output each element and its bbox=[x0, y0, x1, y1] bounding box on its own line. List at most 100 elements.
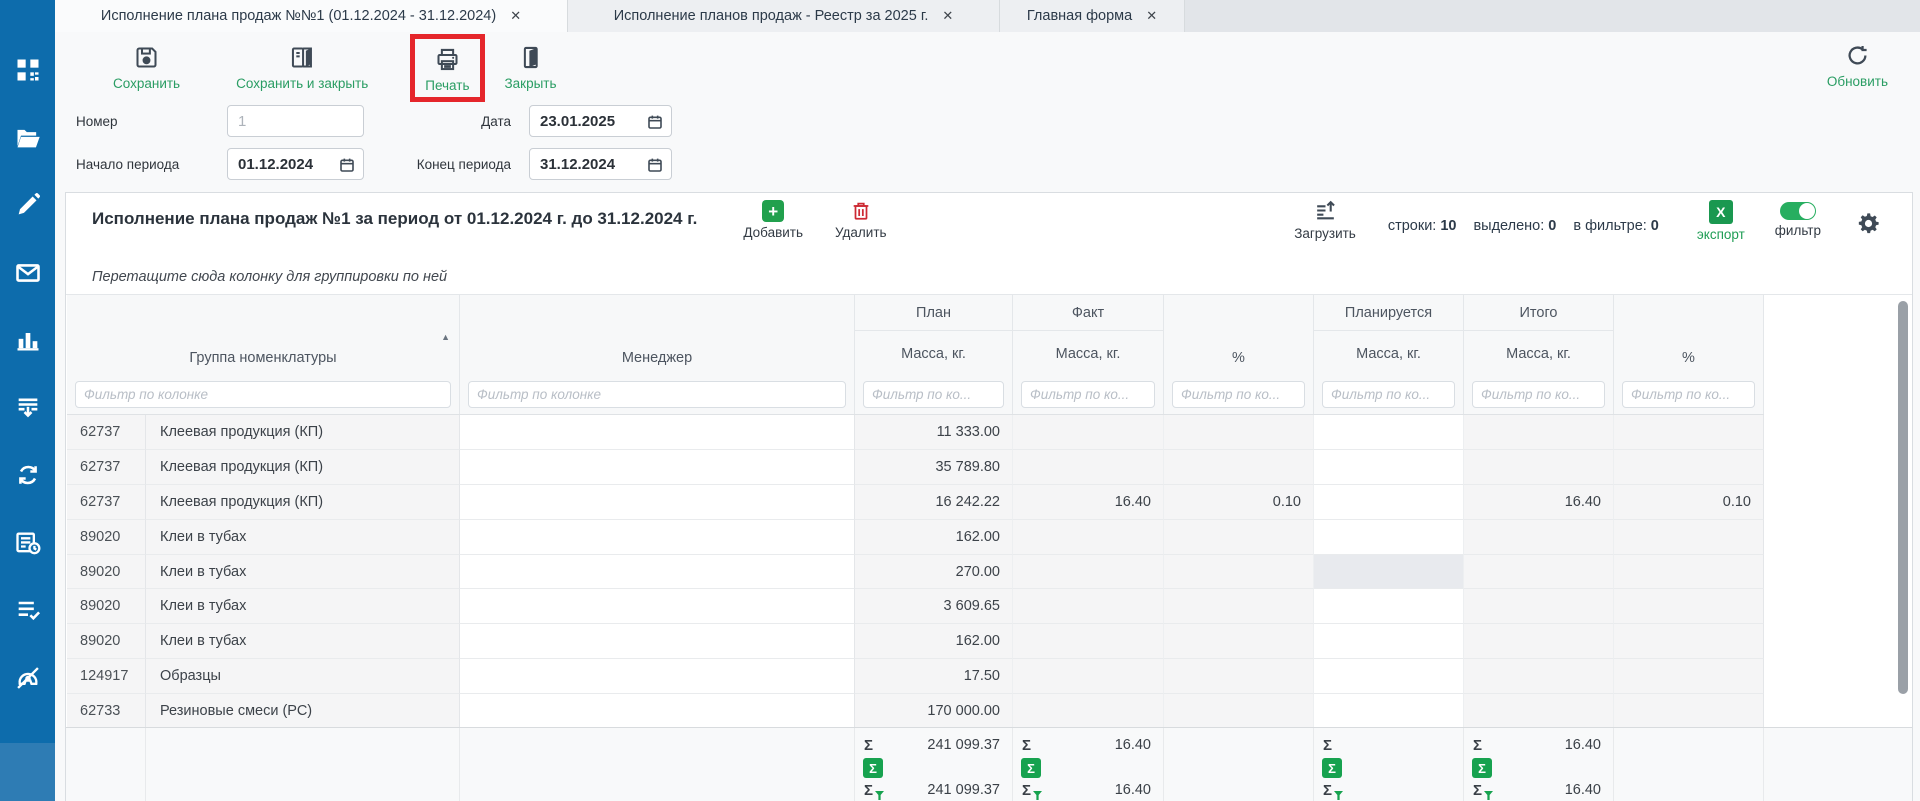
sum-toggle-button[interactable]: Σ bbox=[863, 758, 883, 778]
cell-code[interactable]: 89020 bbox=[67, 624, 146, 660]
cell-total-percent[interactable] bbox=[1614, 519, 1764, 555]
pencil-icon[interactable] bbox=[14, 191, 42, 219]
cell-total-percent[interactable] bbox=[1614, 624, 1764, 660]
cell-code[interactable]: 89020 bbox=[67, 554, 146, 590]
export-button[interactable]: X экспорт bbox=[1697, 200, 1745, 242]
number-field[interactable] bbox=[227, 105, 364, 137]
cell-manager[interactable] bbox=[460, 449, 855, 485]
cell-plan-mass[interactable]: 35 789.80 bbox=[855, 449, 1013, 485]
filter-input-manager[interactable] bbox=[468, 381, 846, 408]
tab-sales-plans-register[interactable]: Исполнение планов продаж - Реестр за 202… bbox=[568, 0, 1000, 32]
cell-manager[interactable] bbox=[460, 554, 855, 590]
cell-group-name[interactable]: Клеи в тубах bbox=[146, 519, 460, 555]
cell-total-percent[interactable] bbox=[1614, 589, 1764, 625]
filter-input-total-percent[interactable] bbox=[1622, 381, 1755, 408]
filter-input-group[interactable] bbox=[75, 381, 451, 408]
cell-total-percent[interactable] bbox=[1614, 694, 1764, 730]
cell-code[interactable]: 62737 bbox=[67, 415, 146, 450]
cell-code[interactable]: 89020 bbox=[67, 589, 146, 625]
close-icon[interactable]: ✕ bbox=[510, 8, 522, 23]
cell-fact-percent[interactable] bbox=[1164, 589, 1314, 625]
table-row[interactable]: 89020 Клеи в тубах 162.00 bbox=[67, 519, 1764, 555]
cell-group-name[interactable]: Клеевая продукция (КП) bbox=[146, 484, 460, 520]
cell-fact-percent[interactable] bbox=[1164, 694, 1314, 730]
add-row-button[interactable]: + Добавить bbox=[743, 200, 803, 240]
column-header-total-percent[interactable]: % bbox=[1614, 295, 1764, 376]
cell-fact-mass[interactable] bbox=[1013, 519, 1164, 555]
cell-fact-percent[interactable] bbox=[1164, 624, 1314, 660]
calendar-icon[interactable] bbox=[339, 157, 355, 173]
column-header-planned[interactable]: Планируется bbox=[1314, 295, 1464, 331]
filter-input-fact[interactable] bbox=[1021, 381, 1155, 408]
cell-fact-percent[interactable] bbox=[1164, 449, 1314, 485]
cell-fact-mass[interactable] bbox=[1013, 624, 1164, 660]
settings-button[interactable] bbox=[1855, 210, 1882, 237]
cell-plan-mass[interactable]: 170 000.00 bbox=[855, 694, 1013, 730]
cell-fact-mass[interactable] bbox=[1013, 589, 1164, 625]
cell-plan-mass[interactable]: 270.00 bbox=[855, 554, 1013, 590]
cell-plan-mass[interactable]: 11 333.00 bbox=[855, 415, 1013, 450]
cell-total-mass[interactable] bbox=[1464, 589, 1614, 625]
cell-total-percent[interactable] bbox=[1614, 415, 1764, 450]
table-row[interactable]: 62737 Клеевая продукция (КП) 11 333.00 bbox=[67, 415, 1764, 450]
close-icon[interactable]: ✕ bbox=[1146, 8, 1158, 23]
sync-icon[interactable] bbox=[14, 461, 42, 489]
filter-input-total[interactable] bbox=[1472, 381, 1605, 408]
table-row[interactable]: 124917 Образцы 17.50 bbox=[67, 659, 1764, 695]
cell-fact-percent[interactable] bbox=[1164, 415, 1314, 450]
cell-total-percent[interactable] bbox=[1614, 449, 1764, 485]
cell-manager[interactable] bbox=[460, 624, 855, 660]
cell-plan-mass[interactable]: 3 609.65 bbox=[855, 589, 1013, 625]
cell-fact-mass[interactable] bbox=[1013, 554, 1164, 590]
cell-manager[interactable] bbox=[460, 519, 855, 555]
filter-input-plan[interactable] bbox=[863, 381, 1004, 408]
folder-open-icon[interactable] bbox=[14, 124, 42, 152]
cell-planned-mass[interactable] bbox=[1314, 694, 1464, 730]
cell-planned-mass[interactable] bbox=[1314, 659, 1464, 695]
sum-toggle-button[interactable]: Σ bbox=[1322, 758, 1342, 778]
cell-planned-mass[interactable] bbox=[1314, 415, 1464, 450]
period-end-field[interactable] bbox=[529, 148, 672, 180]
cell-total-percent[interactable] bbox=[1614, 659, 1764, 695]
cell-total-mass[interactable]: 16.40 bbox=[1464, 484, 1614, 520]
table-row[interactable]: 62737 Клеевая продукция (КП) 35 789.80 bbox=[67, 449, 1764, 485]
cell-manager[interactable] bbox=[460, 694, 855, 730]
column-header-planned-mass[interactable]: Масса, кг. bbox=[1314, 331, 1464, 376]
cell-code[interactable]: 89020 bbox=[67, 519, 146, 555]
table-row[interactable]: 89020 Клеи в тубах 3 609.65 bbox=[67, 589, 1764, 625]
cell-planned-mass[interactable] bbox=[1314, 484, 1464, 520]
close-button[interactable]: Закрыть bbox=[505, 44, 557, 91]
cell-total-mass[interactable] bbox=[1464, 659, 1614, 695]
cell-total-mass[interactable] bbox=[1464, 554, 1614, 590]
group-by-hint[interactable]: Перетащите сюда колонку для группировки … bbox=[66, 259, 1912, 295]
column-header-fact[interactable]: Факт bbox=[1013, 295, 1164, 331]
table-row[interactable]: 62737 Клеевая продукция (КП) 16 242.22 1… bbox=[67, 484, 1764, 520]
cell-group-name[interactable]: Клеи в тубах bbox=[146, 554, 460, 590]
cell-total-percent[interactable] bbox=[1614, 554, 1764, 590]
sum-toggle-button[interactable]: Σ bbox=[1472, 758, 1492, 778]
cell-total-mass[interactable] bbox=[1464, 449, 1614, 485]
cell-plan-mass[interactable]: 17.50 bbox=[855, 659, 1013, 695]
cell-code[interactable]: 62737 bbox=[67, 449, 146, 485]
cell-group-name[interactable]: Клеи в тубах bbox=[146, 624, 460, 660]
cell-fact-mass[interactable] bbox=[1013, 449, 1164, 485]
cell-fact-mass[interactable] bbox=[1013, 694, 1164, 730]
cell-plan-mass[interactable]: 162.00 bbox=[855, 624, 1013, 660]
vertical-scrollbar[interactable] bbox=[1898, 301, 1908, 694]
cell-total-mass[interactable] bbox=[1464, 519, 1614, 555]
column-header-plan[interactable]: План bbox=[855, 295, 1013, 331]
cell-code[interactable]: 62737 bbox=[67, 484, 146, 520]
delete-row-button[interactable]: Удалить bbox=[835, 200, 887, 240]
cell-fact-percent[interactable]: 0.10 bbox=[1164, 484, 1314, 520]
filter-input-fact-percent[interactable] bbox=[1172, 381, 1305, 408]
table-row[interactable]: 89020 Клеи в тубах 162.00 bbox=[67, 624, 1764, 660]
cell-total-mass[interactable] bbox=[1464, 694, 1614, 730]
cell-manager[interactable] bbox=[460, 415, 855, 450]
cell-fact-percent[interactable] bbox=[1164, 519, 1314, 555]
toggle-on-icon[interactable] bbox=[1779, 202, 1816, 220]
cell-fact-mass[interactable] bbox=[1013, 415, 1164, 450]
column-header-total[interactable]: Итого bbox=[1464, 295, 1614, 331]
cell-total-percent[interactable]: 0.10 bbox=[1614, 484, 1764, 520]
cell-planned-mass[interactable] bbox=[1314, 589, 1464, 625]
cell-group-name[interactable]: Клеевая продукция (КП) bbox=[146, 415, 460, 450]
